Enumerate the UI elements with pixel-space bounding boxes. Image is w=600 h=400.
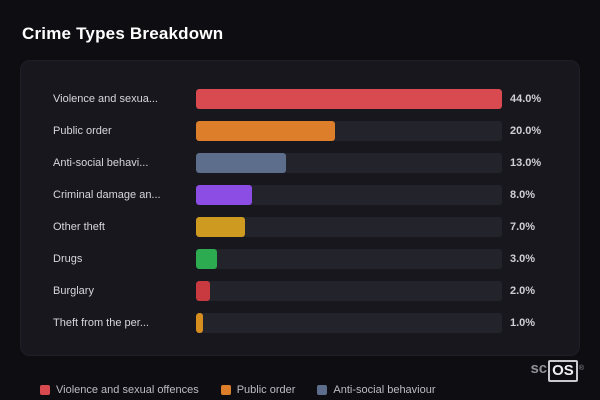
bar-fill[interactable] (196, 121, 336, 141)
legend-swatch-icon (317, 385, 328, 395)
bar-value-label: 13.0% (510, 157, 542, 169)
bar-track (196, 313, 502, 333)
legend-swatch-icon (220, 385, 231, 395)
legend-item[interactable]: Violence and sexual offences (40, 384, 199, 396)
bar-fill[interactable] (196, 313, 203, 333)
bar-category-label: Public order (53, 125, 112, 137)
bar-rows: Violence and sexua... 44.0% Public order… (21, 89, 579, 333)
page-title: Crime Types Breakdown (22, 24, 224, 43)
bar-value-label: 3.0% (510, 253, 536, 265)
chart-legend: Violence and sexual offences Public orde… (40, 384, 436, 396)
bar-value-label: 44.0% (510, 93, 542, 105)
bar-row: Burglary 2.0% (21, 281, 579, 301)
bar-fill[interactable] (196, 185, 252, 205)
bar-fill[interactable] (196, 89, 502, 109)
bar-value-label: 7.0% (510, 221, 536, 233)
bar-fill[interactable] (196, 217, 245, 237)
bar-value-label: 20.0% (510, 125, 542, 137)
legend-item[interactable]: Anti-social behaviour (317, 384, 436, 396)
scos-logo-prefix: sc (530, 360, 548, 377)
bar-row: Other theft 7.0% (21, 217, 579, 237)
bar-row: Drugs 3.0% (21, 249, 579, 269)
bar-track (196, 185, 502, 205)
bar-category-label: Anti-social behavi... (53, 157, 149, 169)
bar-value-label: 8.0% (510, 189, 536, 201)
scos-logo-box: OS (548, 360, 578, 382)
bar-category-label: Theft from the per... (53, 317, 149, 329)
bar-row: Violence and sexua... 44.0% (21, 89, 579, 109)
bar-track (196, 281, 502, 301)
bar-category-label: Criminal damage an... (53, 189, 161, 201)
bar-category-label: Burglary (53, 285, 94, 297)
bar-track (196, 153, 502, 173)
legend-label: Anti-social behaviour (333, 384, 436, 396)
bar-row: Anti-social behavi... 13.0% (21, 153, 579, 173)
bar-row: Public order 20.0% (21, 121, 579, 141)
registered-mark-icon: ® (578, 365, 584, 372)
bar-track (196, 89, 502, 109)
bar-track (196, 249, 502, 269)
legend-swatch-icon (40, 385, 50, 395)
legend-label: Public order (236, 384, 296, 396)
bar-value-label: 1.0% (510, 317, 536, 329)
legend-label: Violence and sexual offences (56, 384, 199, 396)
bar-fill[interactable] (196, 249, 217, 269)
bar-category-label: Other theft (53, 221, 105, 233)
chart-panel: Violence and sexua... 44.0% Public order… (20, 60, 580, 356)
bar-fill[interactable] (196, 281, 210, 301)
bar-row: Theft from the per... 1.0% (21, 313, 579, 333)
bar-track (196, 217, 502, 237)
bar-value-label: 2.0% (510, 285, 536, 297)
bar-fill[interactable] (196, 153, 287, 173)
bar-category-label: Violence and sexua... (53, 93, 158, 105)
scos-logo: sc OS ® (530, 360, 584, 382)
legend-item[interactable]: Public order (220, 384, 296, 396)
bar-category-label: Drugs (53, 253, 83, 265)
bar-row: Criminal damage an... 8.0% (21, 185, 579, 205)
bar-track (196, 121, 502, 141)
